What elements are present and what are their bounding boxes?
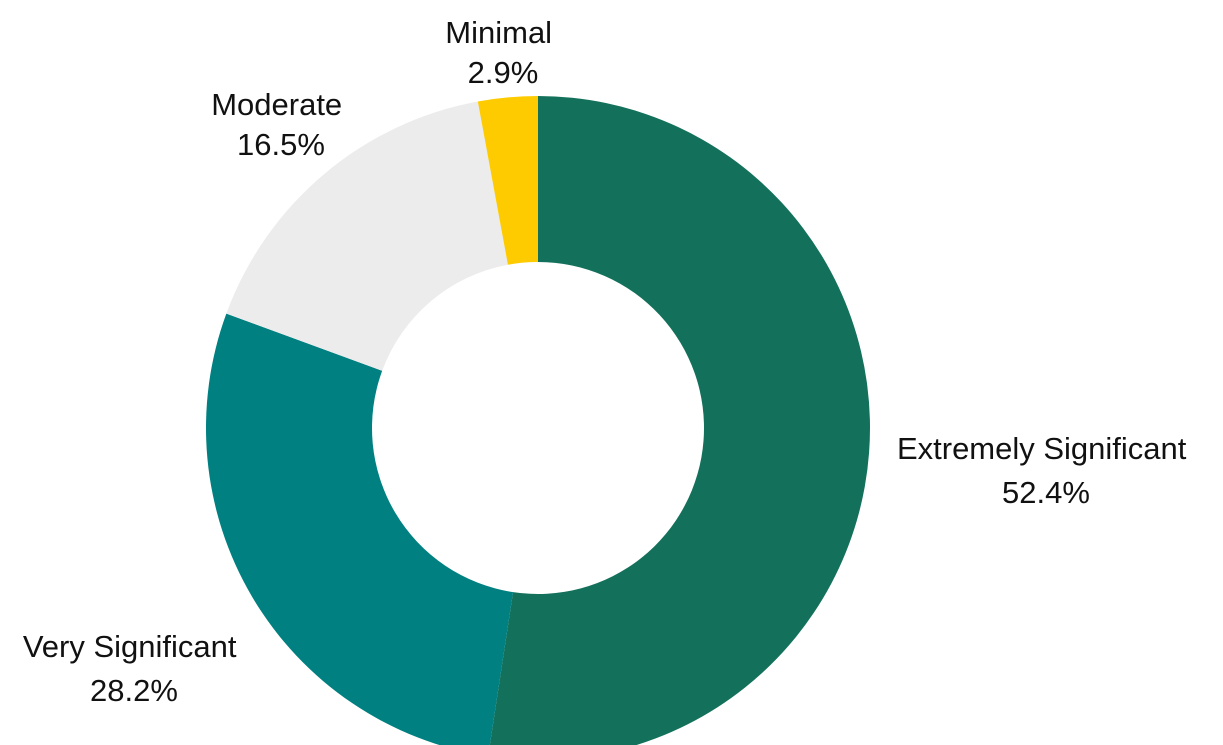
value-label-minimal: 2.9% [468, 55, 539, 90]
value-label-extremely-significant: 52.4% [1002, 475, 1090, 510]
slice-extremely-significant [489, 96, 870, 745]
value-label-very-significant: 28.2% [90, 673, 178, 708]
slice-label-minimal: Minimal 2.9% [445, 15, 560, 90]
slice-labels: Extremely Significant 52.4% Very Signifi… [23, 15, 1195, 708]
slice-very-significant [206, 313, 514, 745]
slice-moderate [226, 101, 508, 371]
category-label-extremely-significant: Extremely Significant [897, 431, 1187, 466]
donut-slices [206, 96, 870, 745]
category-label-very-significant: Very Significant [23, 629, 237, 664]
slice-minimal [477, 96, 538, 265]
slice-label-extremely-significant: Extremely Significant 52.4% [897, 431, 1195, 510]
category-label-minimal: Minimal [445, 15, 552, 50]
category-label-moderate: Moderate [211, 87, 342, 122]
slice-label-very-significant: Very Significant 28.2% [23, 629, 245, 708]
value-label-moderate: 16.5% [237, 127, 325, 162]
slice-label-moderate: Moderate 16.5% [211, 87, 351, 162]
